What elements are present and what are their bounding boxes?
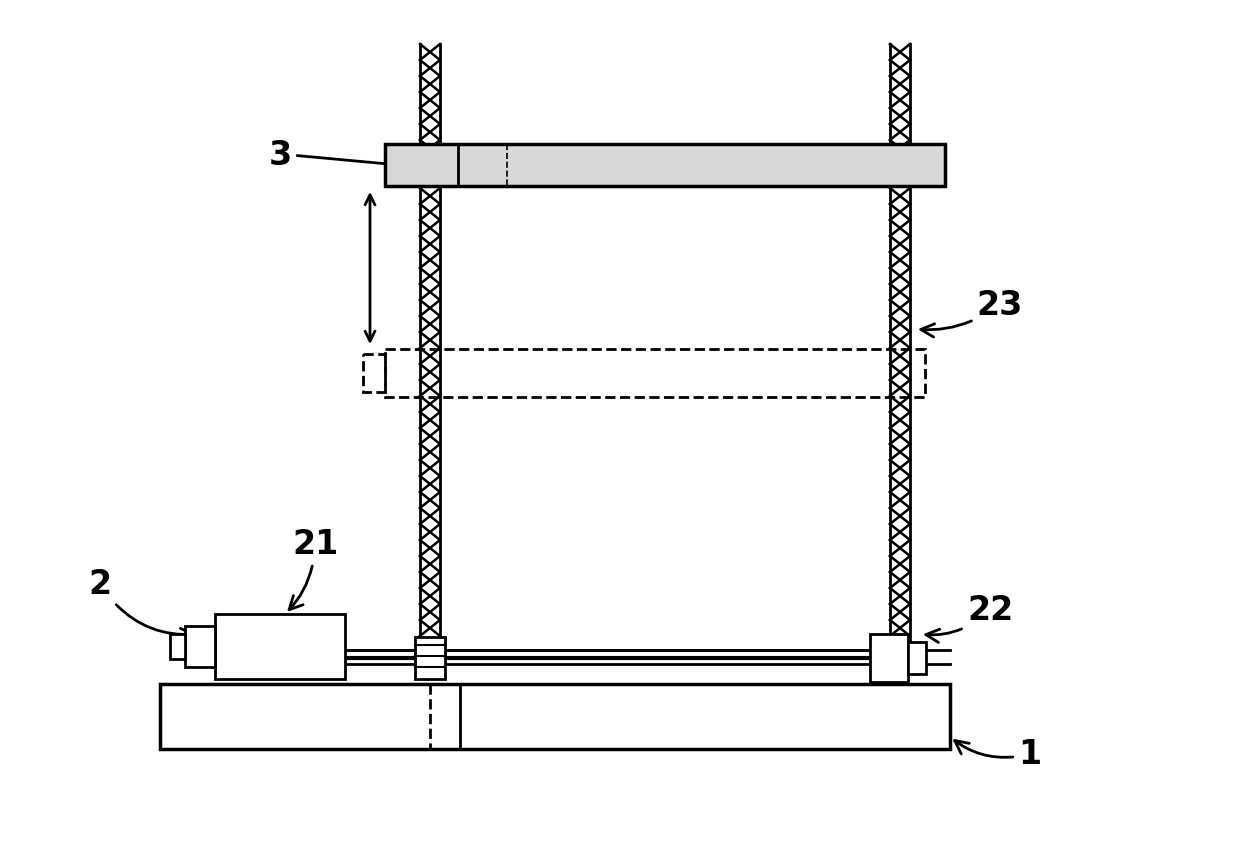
- Bar: [870, 634, 908, 682]
- Text: 23: 23: [921, 288, 1023, 337]
- Text: 1: 1: [955, 738, 1042, 770]
- Bar: [170, 634, 185, 659]
- Bar: [908, 642, 926, 674]
- Text: 22: 22: [926, 593, 1013, 642]
- Bar: [384, 145, 945, 187]
- Bar: [363, 354, 384, 393]
- Bar: [384, 349, 925, 398]
- Text: 21: 21: [289, 528, 339, 610]
- Bar: [215, 614, 345, 679]
- Bar: [415, 637, 445, 679]
- Text: 2: 2: [88, 567, 195, 642]
- Bar: [160, 684, 950, 749]
- Text: 3: 3: [268, 138, 404, 171]
- Bar: [185, 626, 215, 667]
